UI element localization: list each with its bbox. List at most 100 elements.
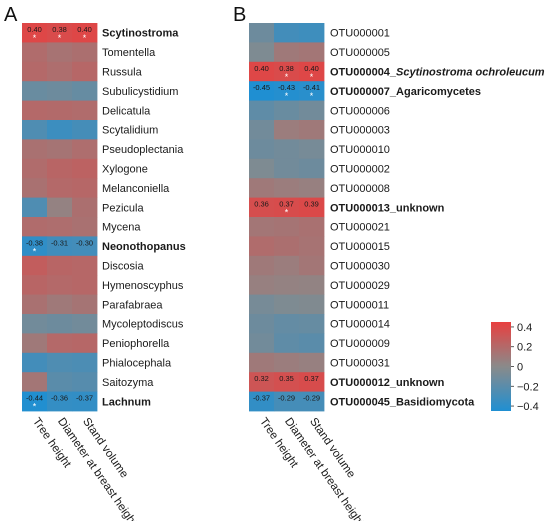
heatmap-cell [249,352,275,373]
row-label: Mycoleptodiscus [102,319,184,331]
heatmap-cell [274,255,300,276]
cell-value-label: 0.36 [254,200,269,209]
heatmap-cell [274,158,300,179]
heatmap-cell [22,217,48,237]
row-label: OTU000011 [330,299,389,311]
row-label: Russula [102,67,143,79]
row-label: Hymenoscyphus [102,280,184,292]
row-label: OTU000009 [330,338,390,350]
heatmap-cell [274,178,300,198]
heatmap-cell [47,197,73,218]
heatmap-cell [72,372,98,392]
row-label: Scytinostroma [102,28,179,40]
significance-marker: * [33,33,37,43]
row-label: OTU000010 [330,144,390,156]
heatmap-cell [22,100,48,121]
heatmap-cell [249,294,275,315]
heatmap-cell [22,236,48,257]
heatmap-cell [22,178,48,198]
significance-marker: * [285,91,289,101]
heatmap-cell [47,255,73,276]
heatmap-cell [72,333,98,354]
heatmap-cell [72,314,98,334]
cell-value-label: -0.31 [51,238,68,247]
heatmap-panel-a: 0.40*0.38*0.40* ScytinostromaTomentellaRu… [22,23,186,521]
heatmap-cell [22,23,48,43]
heatmap-cell [299,333,325,354]
heatmap-cell [22,372,48,392]
heatmap-cell [47,352,73,373]
significance-marker: * [310,72,314,82]
row-label: Subulicystidium [102,86,178,98]
significance-marker: * [285,208,289,218]
row-label: OTU000006 [330,105,390,117]
row-label: Peniophorella [102,338,170,350]
heatmap-cell [72,120,98,140]
heatmap-cell [72,197,98,218]
heatmap-cell [72,391,98,412]
row-label: Pseudoplectania [102,144,184,156]
row-label: Xylogone [102,164,148,176]
heatmap-cell [299,294,325,315]
heatmap-cell [249,120,275,140]
heatmap-cell [72,217,98,237]
heatmap-cell [249,275,275,295]
heatmap-cell [72,236,98,257]
significance-marker: * [285,72,289,82]
heatmap-cell [274,372,300,392]
heatmap-cell [47,275,73,295]
heatmap-cell [72,81,98,101]
significance-marker: * [33,246,37,256]
heatmap-cell [299,42,325,63]
row-label: OTU000029 [330,280,390,292]
heatmap-cell [249,100,275,121]
heatmap-cell [72,23,98,43]
heatmap-cell [249,42,275,63]
color-legend: 0.4 0.2 0 −0.2 −0.4 [491,322,539,413]
heatmap-cell [299,100,325,121]
cell-value-label: 0.40 [254,64,269,73]
heatmap-cell [274,217,300,237]
heatmap-cell [22,314,48,334]
heatmap-cell [274,81,300,101]
heatmap-cell [274,294,300,315]
row-label: OTU000004_Scytinostroma ochroleucum [330,67,545,79]
cell-value-label: -0.45 [253,83,270,92]
row-label: OTU000005 [330,47,390,59]
row-label: OTU000021 [330,222,390,234]
cell-value-label: -0.37 [76,394,93,403]
heatmap-cell [47,372,73,392]
heatmap-cell [47,42,73,63]
row-label: OTU000045_Basidiomycota [330,396,475,408]
cell-value-label: 0.40 [27,25,42,34]
heatmap-cell [299,197,325,218]
heatmap-cell [299,217,325,237]
heatmap-cell [299,81,325,101]
heatmap-cell [72,61,98,82]
cell-value-label: -0.29 [278,394,295,403]
row-label: Melanconiella [102,183,170,195]
cell-value-label: -0.29 [303,394,320,403]
heatmap-cell [299,372,325,392]
cell-value-label: 0.39 [304,200,319,209]
heatmap-cell [72,139,98,160]
row-label: Pezicula [102,202,144,214]
heatmap-cell [249,236,275,257]
cell-value-label: 0.32 [254,374,269,383]
panel-letter-a: A [4,4,18,26]
heatmap-cell [299,23,325,43]
heatmap-cell [299,236,325,257]
cell-value-label: 0.38 [52,25,67,34]
heatmap-cell [22,42,48,63]
heatmap-cell [299,255,325,276]
heatmap-cell [299,158,325,179]
heatmap-cell [274,100,300,121]
cell-value-label: -0.38 [26,238,43,247]
row-label: OTU000030 [330,261,390,273]
row-label: Lachnum [102,396,151,408]
cell-value-label: 0.38 [279,64,294,73]
heatmap-cell [299,120,325,140]
heatmap-cell [47,61,73,82]
colorbar-tick-label: 0.4 [517,322,532,334]
heatmap-cell [22,81,48,101]
